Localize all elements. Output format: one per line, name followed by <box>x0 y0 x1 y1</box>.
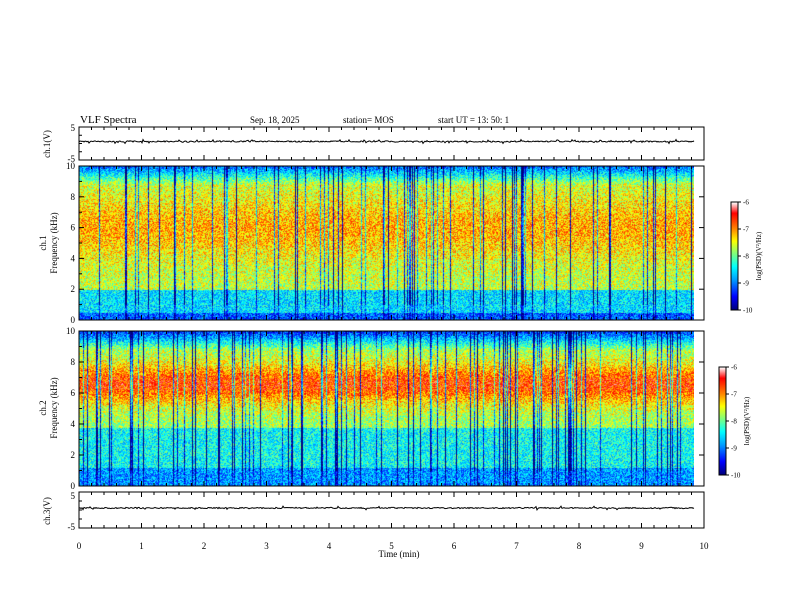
x-tick-label-5: 5 <box>389 541 394 551</box>
ch2-cbtick-label--7: -7 <box>731 391 737 399</box>
ch2-ytick-label-6: 6 <box>71 388 76 398</box>
ch3-waveform-trace <box>78 491 695 529</box>
ch1-ytick-label-0: 0 <box>71 315 76 325</box>
x-tick-label-0: 0 <box>77 541 82 551</box>
ch1-cbtick-label--7: -7 <box>743 226 749 234</box>
x-tick-label-4: 4 <box>327 541 332 551</box>
ch1-ytick-label-4: 4 <box>71 253 76 263</box>
ch2-colorbar-fill <box>719 367 726 475</box>
ch2-spectrogram-panel: 0 2 4 6 8 10 ch.2 Frequency (kHz) -6 -7 -8 -9 -10… <box>38 326 751 491</box>
x-tick-label-6: 6 <box>452 541 457 551</box>
ch3-ytick-top: 5 <box>71 491 76 501</box>
ch1-spectrogram-ylabel-frequency: Frequency (kHz) <box>49 212 59 273</box>
ch1-colorbar: -6 -7 -8 -9 -10 log(PSD)(V²/Hz) <box>730 199 763 315</box>
time-axis-ticks <box>78 127 705 528</box>
ch3-waveform-frame <box>78 491 705 529</box>
ch2-spectrogram-ylabel-channel: ch.2 <box>38 400 48 415</box>
ch2-colorbar-ticks: -6 -7 -8 -9 -10 <box>726 364 741 480</box>
ch2-spectrogram-ylabel-frequency: Frequency (kHz) <box>49 377 59 438</box>
figure-title: VLF Spectra <box>80 114 137 126</box>
ch2-ytick-label-10: 10 <box>66 326 76 336</box>
ch1-ytick-label-6: 6 <box>71 223 76 233</box>
ch1-cbtick-label--8: -8 <box>743 253 749 261</box>
ch2-cbtick-label--9: -9 <box>731 445 737 453</box>
ch2-ytick-label-4: 4 <box>71 419 76 429</box>
ch1-colorbar-ticks: -6 -7 -8 -9 -10 <box>738 199 753 315</box>
ch1-waveform-trace <box>78 126 695 161</box>
ch3-ytick-bottom: -5 <box>68 522 76 532</box>
start-time-label: start UT = 13: 50: 1 <box>438 115 509 125</box>
x-tick-label-10: 10 <box>700 541 710 551</box>
ch1-ytick-label-10: 10 <box>66 161 76 171</box>
x-tick-label-3: 3 <box>264 541 269 551</box>
station-label: station= MOS <box>343 115 394 125</box>
ch2-ytick-label-0: 0 <box>71 481 76 491</box>
ch2-colorbar-label: log(PSD)(V²/Hz) <box>743 396 751 445</box>
ch1-cbtick-label--6: -6 <box>743 199 749 207</box>
ch1-cbtick-label--10: -10 <box>743 307 753 315</box>
ch1-ytick-bottom: -5 <box>68 154 76 164</box>
x-tick-label-9: 9 <box>639 541 644 551</box>
ch2-cbtick-label--6: -6 <box>731 364 737 372</box>
ch2-colorbar: -6 -7 -8 -9 -10 log(PSD)(V²/Hz) <box>718 364 751 480</box>
ch2-ytick-label-8: 8 <box>71 357 76 367</box>
ch1-cbtick-label--9: -9 <box>743 280 749 288</box>
time-axis-label: Time (min) <box>379 549 420 559</box>
ch2-spectrogram-yticks: 0 2 4 6 8 10 <box>66 326 704 491</box>
ch1-colorbar-label: log(PSD)(V²/Hz) <box>755 231 763 280</box>
ch1-ytick-top: 5 <box>71 123 76 133</box>
ch2-ytick-label-2: 2 <box>71 450 76 460</box>
x-tick-label-2: 2 <box>202 541 207 551</box>
ch1-spectrogram-panel: 0 2 4 6 8 10 ch.1 Frequency (kHz) -6 -7 -8 -9 -10… <box>38 161 763 325</box>
x-tick-label-8: 8 <box>577 541 582 551</box>
time-axis-tick-labels: 0 1 2 3 4 5 6 7 8 9 10 <box>77 541 709 551</box>
ch1-ytick-label-2: 2 <box>71 284 76 294</box>
ch3-trace-line <box>78 505 695 512</box>
ch2-cbtick-label--10: -10 <box>731 472 741 480</box>
ch1-spectrogram-ylabel-channel: ch.1 <box>38 235 48 250</box>
date-label: Sep. 18, 2025 <box>250 115 300 125</box>
ch1-spectrogram-image <box>79 166 694 320</box>
ch1-ytick-label-8: 8 <box>71 192 76 202</box>
ch1-trace-line <box>78 138 695 145</box>
x-tick-label-7: 7 <box>514 541 519 551</box>
ch2-spectrogram-image <box>79 331 694 486</box>
ch1-waveform-ylabel: ch.1(V) <box>42 130 52 158</box>
ch1-spectrogram-yticks: 0 2 4 6 8 10 <box>66 161 704 325</box>
ch1-colorbar-fill <box>731 202 738 310</box>
ch3-waveform-ylabel: ch.3(V) <box>42 497 52 525</box>
x-tick-label-1: 1 <box>139 541 144 551</box>
ch2-cbtick-label--8: -8 <box>731 418 737 426</box>
